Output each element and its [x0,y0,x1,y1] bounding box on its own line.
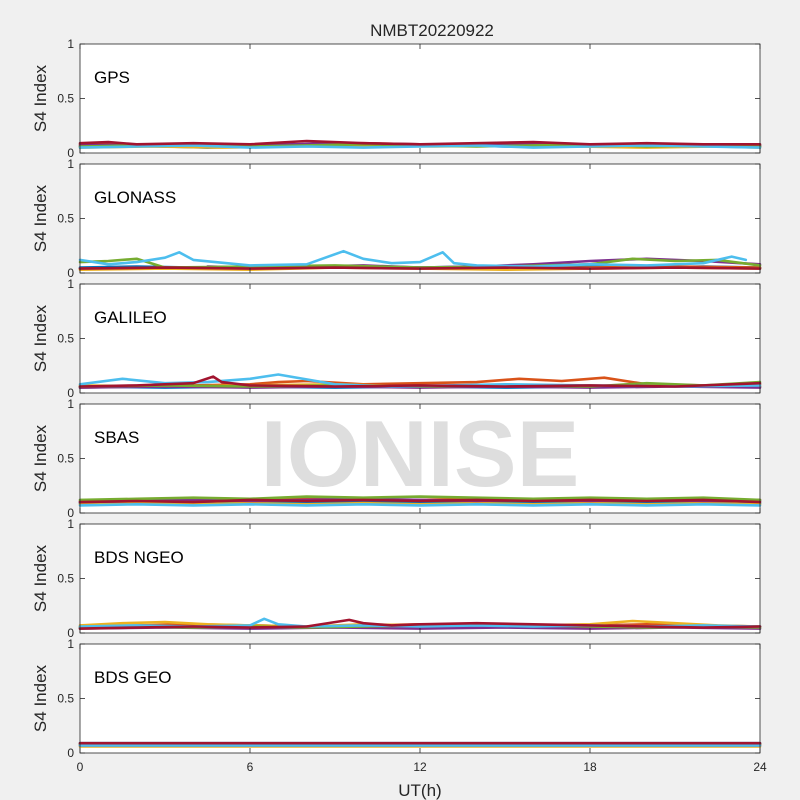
series-line [78,139,762,146]
panel-glonass: 0 0.5 1 GLONASS S4 Index [31,157,762,280]
x-tick-label: 18 [583,760,597,774]
panel-label: BDS GEO [94,668,171,687]
plot-area [80,524,760,633]
panel-bds-geo: 0 0.5 1 0 6 12 18 24 BDS GEO S4 Index [31,637,767,774]
x-tick-label: 24 [753,760,767,774]
y-tick-label: 1 [67,277,74,291]
y-tick-label: 0 [67,506,74,520]
y-tick-label: 0 [67,746,74,760]
panel-label: GLONASS [94,188,176,207]
series-line [78,249,748,268]
y-axis-label: S4 Index [31,664,50,732]
y-axis-label: S4 Index [31,184,50,252]
series-line [78,375,762,388]
y-tick-label: 0.5 [57,692,74,706]
y-axis-label: S4 Index [31,304,50,372]
figure-title: NMBT20220922 [370,21,494,40]
y-tick-label: 1 [67,517,74,531]
y-tick-label: 0.5 [57,212,74,226]
panel-label: GALILEO [94,308,167,327]
y-tick-label: 0.5 [57,572,74,586]
x-tick-label: 12 [413,760,427,774]
plot-area [80,404,760,513]
panel-label: SBAS [94,428,139,447]
panels-group: 0 0.5 1 GPS S4 Index 0 0.5 1 GLONASS S4 Index 0 0.5… [31,37,767,774]
plot-area [80,644,760,753]
y-tick-label: 0.5 [57,92,74,106]
y-axis-label: S4 Index [31,544,50,612]
plot-area [80,164,760,273]
series-line [78,498,762,504]
y-tick-label: 0 [67,386,74,400]
y-tick-label: 1 [67,397,74,411]
y-tick-label: 0 [67,266,74,280]
panel-sbas: 0 0.5 1 SBAS S4 Index [31,397,762,520]
y-tick-label: 0.5 [57,332,74,346]
x-tick-label: 0 [77,760,84,774]
y-tick-label: 1 [67,157,74,171]
ionise-watermark: IONISE [261,401,580,506]
series-line [78,618,762,630]
y-tick-label: 1 [67,637,74,651]
y-axis-label: S4 Index [31,64,50,132]
x-tick-label: 6 [247,760,254,774]
series-line [78,495,762,502]
plot-area [80,284,760,393]
panel-bds-ngeo: 0 0.5 1 BDS NGEO S4 Index [31,517,762,640]
y-tick-label: 0 [67,626,74,640]
panel-label: GPS [94,68,130,87]
panel-galileo: 0 0.5 1 GALILEO S4 Index [31,277,762,400]
y-tick-label: 0.5 [57,452,74,466]
plot-area [80,44,760,153]
panel-gps: 0 0.5 1 GPS S4 Index [31,37,762,160]
x-axis-label: UT(h) [398,781,441,800]
panel-label: BDS NGEO [94,548,184,567]
y-axis-label: S4 Index [31,424,50,492]
series-line [78,502,762,507]
y-tick-label: 0 [67,146,74,160]
y-tick-label: 1 [67,37,74,51]
series-line [78,144,762,149]
